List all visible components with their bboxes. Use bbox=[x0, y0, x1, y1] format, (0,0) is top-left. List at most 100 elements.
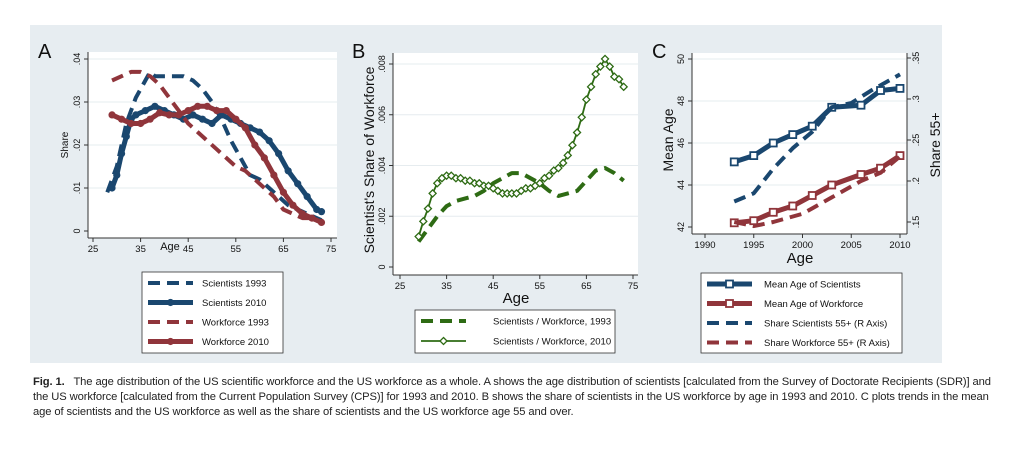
panel-c-series-0-point bbox=[807, 121, 817, 131]
panel-b-ytick-label: .004 bbox=[377, 157, 387, 175]
panel-a-ytick-label: .02 bbox=[72, 139, 82, 152]
panel-a-series-3-point bbox=[279, 188, 287, 196]
panel-b-series-1-point bbox=[568, 140, 577, 150]
panel-b-legend-label: Scientists / Workforce, 1993 bbox=[493, 317, 611, 328]
panel-c-series-2-line bbox=[733, 72, 901, 204]
panel-a-series-3-point bbox=[317, 218, 326, 226]
panel-b-ytick-label: .006 bbox=[377, 106, 387, 124]
panel-c-ytick-label: 46 bbox=[676, 138, 686, 148]
panel-a-yaxis-title: Share bbox=[60, 131, 71, 158]
panel-a-series-3-point bbox=[222, 107, 230, 115]
panel-a-series-1-point bbox=[284, 167, 292, 175]
panel-b-ytick-label: .002 bbox=[377, 207, 387, 225]
panel-b-series-1-point bbox=[581, 95, 591, 104]
panel-c-y2axis-title: Share 55+ bbox=[927, 113, 943, 178]
panel-a-legend-label: Workforce 2010 bbox=[202, 337, 269, 348]
panel-a-series-1-point bbox=[113, 171, 121, 179]
panel-a-series-0-line bbox=[105, 69, 323, 223]
panel-c-legend-marker bbox=[725, 299, 734, 308]
panel-a-series-3-point bbox=[127, 119, 135, 128]
panel-c-series-0-point bbox=[729, 157, 739, 167]
panel-a-xtick-label: 65 bbox=[278, 244, 289, 255]
panel-a-series-3-point bbox=[251, 141, 259, 149]
panel-c-series-0-point bbox=[856, 100, 866, 110]
panel-a-series-1-point bbox=[256, 128, 264, 136]
panel-a-series-1-point bbox=[208, 119, 216, 128]
panel-c-ytick-label: 42 bbox=[676, 222, 686, 232]
panel-b-series-1-point bbox=[554, 163, 563, 173]
panel-b-series-1-point bbox=[414, 232, 424, 241]
panel-c-legend-label: Share Scientists 55+ (R Axis) bbox=[764, 319, 887, 330]
panel-a-series-1-point bbox=[132, 111, 140, 119]
panel-a-legend-label: Workforce 1993 bbox=[202, 318, 269, 329]
panel-b-series-1-point bbox=[595, 62, 605, 71]
panel-c-series-1-point bbox=[856, 170, 866, 179]
panel-b-series-1-point bbox=[558, 158, 568, 168]
panel-a-series-2-line bbox=[111, 69, 323, 225]
panel-a-xaxis-title: Age bbox=[160, 241, 180, 253]
panel-b-series-1-point bbox=[418, 216, 428, 226]
panel-c-series-3-line bbox=[733, 154, 902, 229]
panel-b-series-1-point bbox=[614, 74, 624, 84]
panel-c-series-0-point bbox=[749, 151, 759, 161]
panel-c-legend-label: Mean Age of Workforce bbox=[764, 299, 863, 310]
panel-c-series-0-point bbox=[895, 84, 905, 93]
panel-c-series-1-point bbox=[788, 201, 798, 211]
panel-c-series-1-point bbox=[895, 151, 905, 161]
panel-a-series-3-point bbox=[117, 115, 126, 123]
panel-a-series-1-point bbox=[141, 107, 149, 115]
panel-b-ytick-label: .008 bbox=[377, 55, 387, 73]
panel-b-series-1-point bbox=[591, 69, 601, 79]
panel-b-series-1-point bbox=[619, 82, 629, 92]
panel-b-series-1-point bbox=[428, 188, 438, 198]
panel-a-series-1-point bbox=[217, 111, 226, 119]
panel-b-xtick-label: 65 bbox=[581, 281, 592, 292]
panel-c-yaxis-title: Mean Age bbox=[660, 108, 676, 171]
panel-c-xtick-label: 2010 bbox=[889, 240, 910, 251]
panel-a-series-3-point bbox=[156, 109, 164, 117]
panel-a-series-1-point bbox=[108, 184, 116, 192]
panel-c-series-0-point bbox=[876, 86, 885, 95]
panel-a-series-3-point bbox=[298, 210, 307, 218]
panel-a-series-3-point bbox=[146, 115, 154, 123]
panel-c-legend-label: Mean Age of Scientists bbox=[764, 280, 861, 291]
panel-b-xtick-label: 55 bbox=[535, 281, 546, 292]
panel-a-series-3-point bbox=[232, 115, 240, 123]
panel-a-series-3-point bbox=[308, 214, 316, 222]
panel-a-letter: A bbox=[38, 41, 52, 63]
panel-a-series-3-point bbox=[137, 119, 145, 128]
figure-caption: Fig. 1. The age distribution of the US s… bbox=[33, 375, 993, 420]
panel-a-xtick-label: 75 bbox=[326, 244, 337, 255]
panel-a-legend-label: Scientists 2010 bbox=[202, 298, 266, 309]
panel-c-xtick-label: 2000 bbox=[792, 240, 813, 251]
panel-b-series-1-point bbox=[572, 128, 582, 137]
panel-a-legend-marker bbox=[166, 298, 175, 307]
panel-c-y2tick-label: .3 bbox=[911, 95, 921, 103]
panel-a-series-1-point bbox=[275, 150, 283, 158]
panel-b-series-1-point bbox=[456, 173, 465, 183]
panel-b-series-1-point bbox=[577, 112, 587, 122]
panel-a-ytick-label: .01 bbox=[72, 182, 82, 195]
panel-b-xaxis-title: Age bbox=[503, 290, 530, 307]
panel-a-series-1-point bbox=[189, 111, 197, 119]
panel-a-series-1-point bbox=[265, 137, 273, 145]
panel-b-plot-area bbox=[393, 53, 638, 275]
panel-c-letter: C bbox=[652, 41, 666, 63]
panel-c-legend-marker bbox=[725, 279, 734, 289]
panel-b-series-1-point bbox=[600, 54, 610, 64]
panel-c-xtick-label: 1995 bbox=[743, 240, 764, 251]
panel-a-series-3-point bbox=[165, 111, 173, 119]
panel-a-series-3-point bbox=[203, 102, 211, 110]
panel-a-series-1-point bbox=[294, 180, 302, 188]
panel-a-xtick-label: 55 bbox=[231, 244, 242, 255]
panel-b-series-1-point bbox=[423, 204, 433, 214]
panel-a-legend-label: Scientists 1993 bbox=[202, 279, 266, 290]
panel-c-xtick-label: 2005 bbox=[841, 240, 862, 251]
panel-c-y2tick-label: .2 bbox=[911, 177, 921, 185]
panel-a-series-1-point bbox=[117, 150, 126, 158]
panel-a-series-3-point bbox=[270, 171, 278, 179]
panel-a-series-3-point bbox=[175, 111, 183, 119]
panel-c-ytick-label: 50 bbox=[676, 54, 686, 64]
panel-c-ytick-label: 44 bbox=[676, 180, 686, 190]
panel-c-y2tick-label: .25 bbox=[911, 134, 921, 147]
